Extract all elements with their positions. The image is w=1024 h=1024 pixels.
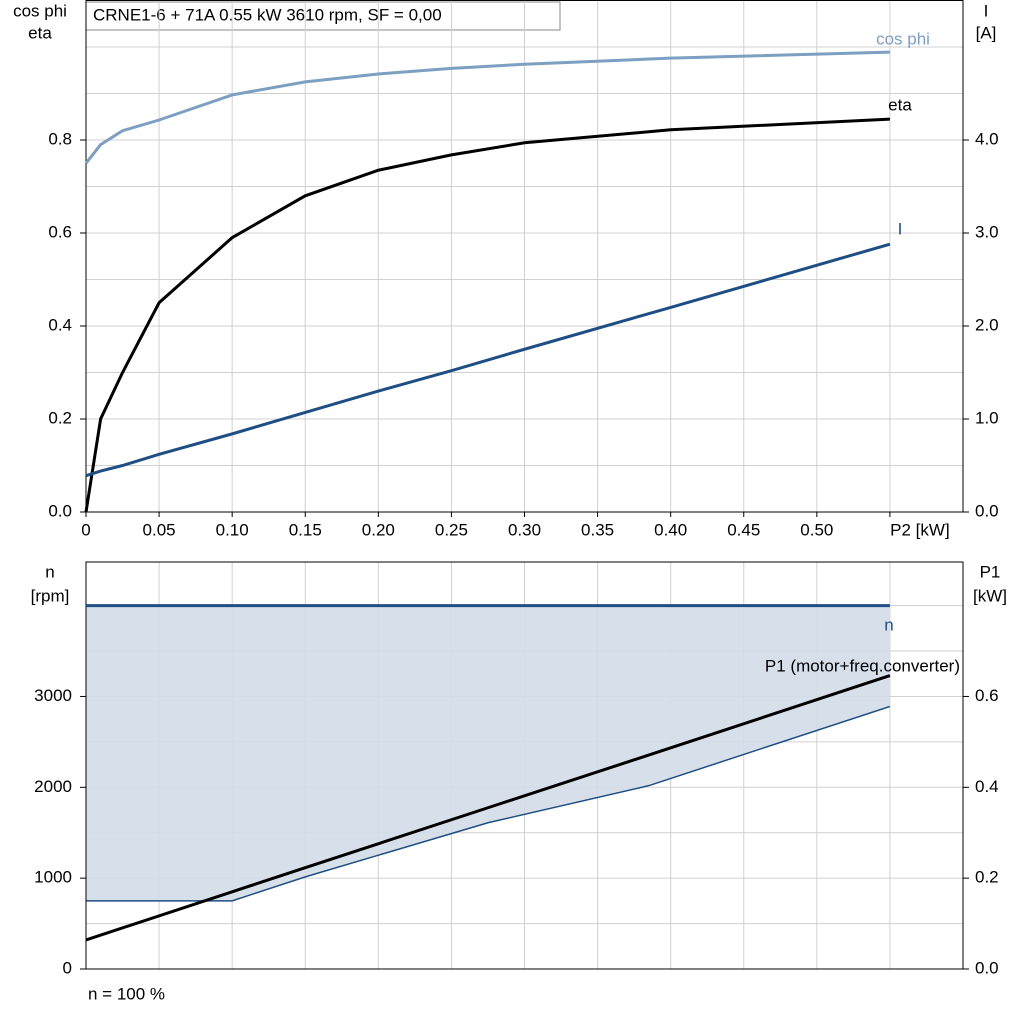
x-tick-label: 0.50	[800, 520, 833, 539]
y2-tick-label: 1.0	[975, 408, 999, 427]
series-line	[85, 242, 891, 478]
y2-tick-label: 2.0	[975, 315, 999, 334]
y2-tick-label: 0.2	[975, 868, 999, 887]
y2-tick-label: 0.4	[975, 777, 999, 796]
x-tick-label: 0.20	[362, 520, 395, 539]
x-tick-label: 0.30	[508, 520, 541, 539]
y2-tick-label: 4.0	[975, 129, 999, 148]
x-tick-label: 0.45	[727, 520, 760, 539]
series-label: n	[884, 615, 893, 634]
x-tick-label: 0.10	[216, 520, 249, 539]
chart-title: CRNE1-6 + 71A 0.55 kW 3610 rpm, SF = 0,0…	[93, 5, 442, 24]
note: n = 100 %	[88, 984, 165, 1003]
y2-tick-label: 0.0	[975, 501, 999, 520]
x-tick-label: 0.40	[654, 520, 687, 539]
series-label: P1 (motor+freq.converter)	[765, 656, 960, 675]
y-tick-label: 0	[63, 958, 72, 977]
title-box	[85, 1, 561, 31]
y-tick-label: 0.0	[48, 501, 72, 520]
series-label: eta	[888, 95, 912, 114]
x-tick-label: 0.05	[143, 520, 176, 539]
y2-tick-label: 3.0	[975, 222, 999, 241]
series-label: cos phi	[876, 29, 930, 48]
y-axis-label: cos phi	[13, 1, 67, 20]
x-tick-label: 0.35	[581, 520, 614, 539]
y-tick-label: 0.6	[48, 222, 72, 241]
series-line	[84, 50, 890, 165]
y-axis-label: [rpm]	[31, 586, 70, 605]
y-tick-label: 0.2	[48, 408, 72, 427]
y2-axis-label: [A]	[976, 23, 997, 42]
series-label: I	[898, 219, 903, 238]
y2-axis-label: [kW]	[973, 586, 1007, 605]
x-tick-label: 0	[81, 520, 90, 539]
x-tick-label: 0.15	[289, 520, 322, 539]
y2-axis-label: I	[984, 1, 989, 20]
y-tick-label: 3000	[34, 686, 72, 705]
y-axis-label: eta	[28, 23, 52, 42]
series-line	[85, 674, 891, 942]
y-axis-label: n	[45, 562, 54, 581]
y-tick-label: 2000	[34, 777, 72, 796]
x-tick-label: P2 [kW]	[890, 520, 950, 539]
y-tick-label: 0.4	[48, 315, 72, 334]
series-line	[84, 117, 890, 513]
y-tick-label: 1000	[34, 868, 72, 887]
y2-axis-label: P1	[980, 562, 1001, 581]
range-area	[86, 605, 890, 901]
y-tick-label: 0.8	[48, 129, 72, 148]
y2-tick-label: 0.6	[975, 686, 999, 705]
plot-frame	[85, 561, 964, 970]
y2-tick-label: 0.0	[975, 958, 999, 977]
x-tick-label: 0.25	[435, 520, 468, 539]
